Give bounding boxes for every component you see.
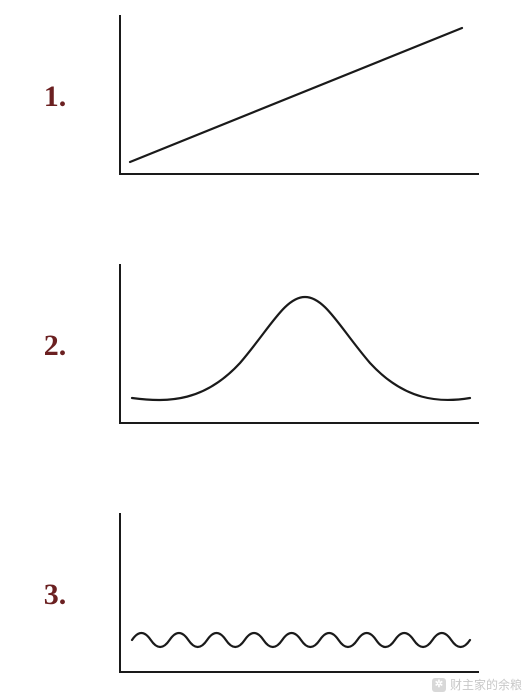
- chart-row-3: 3.: [0, 512, 532, 677]
- chart-1: [110, 14, 480, 179]
- chart-label-1: 1.: [0, 80, 110, 114]
- watermark: ✲ 财主家的余粮: [432, 676, 522, 693]
- chart-label-2: 2.: [0, 329, 110, 363]
- chart-3: [110, 512, 480, 677]
- chart-row-2: 2.: [0, 263, 532, 428]
- chart-2: [110, 263, 480, 428]
- chart-row-1: 1.: [0, 14, 532, 179]
- watermark-text: 财主家的余粮: [450, 676, 522, 693]
- wechat-icon: ✲: [432, 678, 446, 692]
- chart-label-3: 3.: [0, 578, 110, 612]
